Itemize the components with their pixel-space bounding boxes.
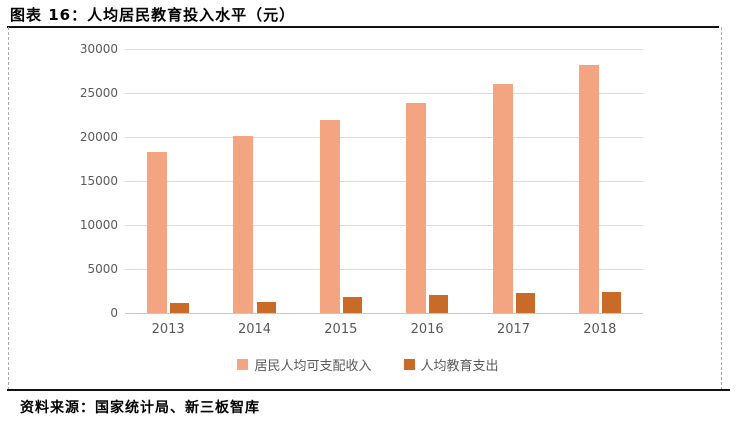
frame-border-left [8,27,9,390]
y-axis-tick-30000: 30000 [79,42,118,56]
gridline-20000 [125,137,643,138]
legend-item-series2: 人均教育支出 [403,355,499,374]
y-axis-tick-20000: 20000 [79,130,118,144]
x-axis-label-2017: 2017 [496,322,531,337]
source-note: 资料来源：国家统计局、新三板智库 [20,400,260,416]
gridline-0 [125,313,643,314]
y-axis-tick-15000: 15000 [79,174,118,188]
bar-series1-2014 [233,136,253,313]
x-axis-label-2013: 2013 [151,322,185,337]
bar-series1-2013 [147,152,167,313]
y-axis-tick-0: 0 [110,306,118,320]
gridline-5000 [125,269,643,270]
bar-series2-2016 [429,295,448,313]
bar-series1-2016 [406,103,426,313]
bar-series2-2015 [343,297,362,313]
bottom-divider [7,389,730,391]
legend-swatch-series1 [237,359,249,370]
chart-legend: 居民人均可支配收入 人均教育支出 [0,355,736,374]
x-axis-label-2016: 2016 [410,322,444,337]
y-axis-tick-5000: 5000 [87,262,118,276]
bar-series1-2017 [493,84,513,313]
legend-label-series2: 人均教育支出 [420,359,499,374]
frame-border-right [721,27,722,390]
legend-swatch-series2 [403,359,415,370]
gridline-30000 [125,49,643,50]
bar-series2-2017 [516,293,535,313]
bar-series1-2018 [579,65,599,313]
bar-series2-2018 [602,292,621,313]
y-axis-tick-10000: 10000 [79,218,118,232]
title-divider [7,26,719,28]
gridline-25000 [125,93,643,94]
legend-label-series1: 居民人均可支配收入 [254,359,372,374]
x-axis-label-2018: 2018 [583,322,617,337]
bar-series2-2014 [257,302,276,313]
x-axis-label-2014: 2014 [237,322,272,337]
figure-title: 图表 16：人均居民教育投入水平（元） [10,6,296,24]
gridline-15000 [125,181,643,182]
gridline-10000 [125,225,643,226]
bar-series2-2013 [170,303,189,313]
y-axis-tick-25000: 25000 [79,86,118,100]
legend-item-series1: 居民人均可支配收入 [237,355,372,374]
bar-series1-2015 [320,120,340,313]
x-axis-label-2015: 2015 [324,322,358,337]
